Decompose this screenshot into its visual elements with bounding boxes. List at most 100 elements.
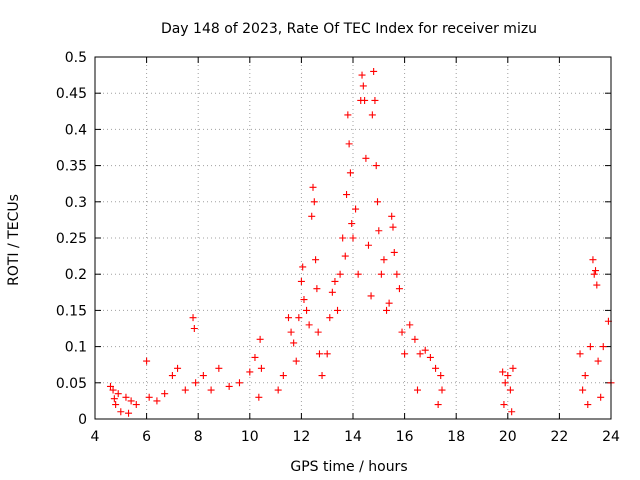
data-point [153,397,161,405]
data-point [334,306,342,314]
y-tick-label: 0.25 [56,231,87,247]
data-point [346,169,354,177]
data-point [362,154,370,162]
data-point [367,292,375,300]
data-point [383,306,391,314]
data-point [586,343,594,351]
data-point [339,234,347,242]
data-point [323,350,331,358]
data-point [110,395,118,403]
data-point [312,256,320,264]
data-point [504,372,512,380]
data-point [584,401,592,409]
data-point [581,372,589,380]
data-point [308,212,316,220]
data-point [421,346,429,354]
data-points [106,67,615,417]
x-axis-label: GPS time / hours [290,459,407,475]
y-tick-label: 0.15 [56,303,87,319]
chart-title: Day 148 of 2023, Rate Of TEC Index for r… [161,21,537,37]
data-point [398,328,406,336]
data-point [109,386,117,394]
data-point [432,364,440,372]
x-tick-label: 16 [396,429,414,445]
data-point [315,350,323,358]
data-point [274,386,282,394]
data-point [331,277,339,285]
data-point [506,386,514,394]
data-point [192,379,200,387]
data-point [592,267,600,275]
data-point [354,270,362,278]
data-point [305,321,313,329]
y-tick-label: 0 [78,412,87,428]
data-point [594,357,602,365]
data-point [207,386,215,394]
data-point [112,401,120,409]
data-point [434,401,442,409]
data-point [499,368,507,376]
plot-frame [94,56,612,420]
data-point [589,256,597,264]
data-point [348,220,356,228]
data-point [349,234,357,242]
data-point [117,408,125,416]
data-point [257,364,265,372]
data-point [114,390,122,398]
data-point [300,296,308,304]
data-point [174,364,182,372]
data-point [309,183,317,191]
x-tick-label: 12 [292,429,310,445]
data-point [377,270,385,278]
x-tick-label: 8 [194,429,203,445]
data-point [122,393,130,401]
x-tick-label: 4 [91,429,100,445]
data-point [295,314,303,322]
data-point [106,382,114,390]
data-point [215,364,223,372]
x-tick-label: 6 [142,429,151,445]
data-point [279,372,287,380]
data-point [345,140,353,148]
data-point [246,368,254,376]
data-point [393,270,401,278]
data-point [251,353,259,361]
data-point [287,328,295,336]
data-point [189,314,197,322]
data-point [313,285,321,293]
data-point [181,386,189,394]
y-tick-label: 0.5 [65,50,87,66]
data-point [326,314,334,322]
y-tick-label: 0.3 [65,195,87,211]
data-point [368,111,376,119]
data-point [255,393,263,401]
y-tick-label: 0.1 [65,340,87,356]
x-tick-labels: 4 6 8 10 12 14 16 18 20 22 24 [91,429,620,445]
x-tick-label: 22 [550,429,568,445]
data-point [328,288,336,296]
data-point [359,82,367,90]
x-tick-label: 24 [602,429,620,445]
y-tick-label: 0.05 [56,376,87,392]
data-point [290,339,298,347]
data-point [336,270,344,278]
data-point [371,96,379,104]
data-point [199,372,207,380]
data-point [235,379,243,387]
data-point [143,357,151,365]
y-axis-label: ROTI / TECUs [6,194,22,286]
data-point [370,67,378,75]
y-tick-labels: 0 0.05 0.1 0.15 0.2 0.25 0.3 0.35 0.4 0.45 0.5 [56,50,87,428]
data-point [500,401,508,409]
data-point [127,397,135,405]
data-point [374,198,382,206]
y-tick-label: 0.45 [56,86,87,102]
data-point [310,198,318,206]
data-point [341,252,349,260]
ticks [94,56,612,420]
data-point [438,386,446,394]
data-point [599,343,607,351]
data-point [375,227,383,235]
data-point [168,372,176,380]
